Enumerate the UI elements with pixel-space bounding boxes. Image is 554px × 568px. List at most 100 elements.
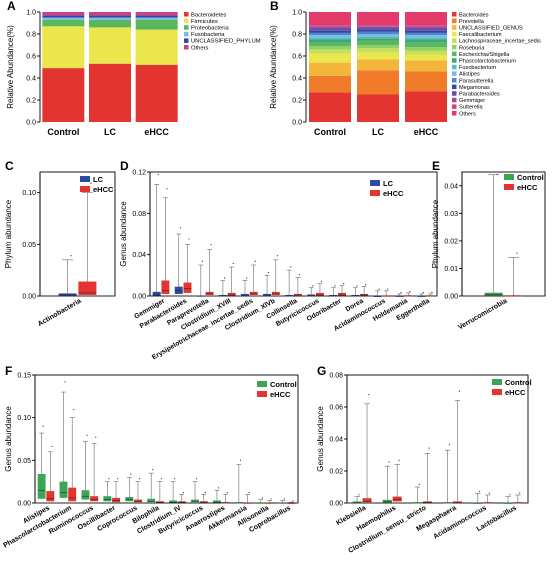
outlier-point [356,285,358,287]
panel-label: D [120,159,129,173]
legend-swatch [257,391,267,397]
box [417,295,426,297]
bar-segment [89,27,131,64]
bar-segment [42,12,85,16]
box [205,291,214,295]
box [503,502,513,504]
legend-swatch [80,186,90,192]
box [373,295,382,297]
panel-label: A [7,0,16,13]
outlier-point [365,284,367,286]
box [352,501,362,503]
outlier-point [51,445,53,448]
x-tick-label: Acidaminococcus [432,505,487,541]
y-tick-label: 0.10 [22,190,36,197]
bar-segment [405,30,447,33]
outlier-point [138,478,141,480]
box [395,295,404,297]
outlier-point [496,173,498,176]
outlier-point [488,492,491,494]
outlier-point [431,291,433,294]
bar-segment [357,59,399,71]
x-tick-label: Actinobacteria [37,298,83,328]
box [287,502,296,504]
legend-label: eHCC [93,185,114,194]
legend-label: Others [191,45,208,51]
y-axis-title: Phylum abundance [4,199,13,268]
box [152,291,161,296]
legend-swatch [452,111,457,116]
legend-label: eHCC [505,388,526,397]
legend-swatch [370,180,380,186]
legend-swatch [452,97,457,103]
box [147,498,156,503]
box [183,282,192,293]
y-tick-label: 0.06 [329,405,343,412]
box [81,490,90,500]
bar-segment [357,36,399,39]
box [161,280,170,294]
outlier-point [182,491,184,494]
bar-segment [42,68,85,122]
y-axis-title: Relative Abundance(%) [6,25,15,109]
legend-swatch [452,91,457,96]
legend-swatch [452,78,457,83]
bar-segment [405,32,447,36]
bar-segment [135,19,178,30]
bar-segment [309,28,351,31]
bar-segment [357,29,399,32]
outlier-point [204,491,206,494]
bar-segment [405,37,447,40]
bar-segment [357,25,399,27]
panel-label: C [5,159,14,173]
legend-swatch [257,381,267,387]
box [271,291,280,295]
bar-segment [405,60,447,72]
x-tick-label: LC [372,127,384,137]
outlier-point [179,227,181,229]
y-tick-label: 0.05 [17,458,31,465]
legend-label: Roseburia [459,45,485,51]
box [484,292,503,296]
bar-segment [309,53,351,63]
legend-label: Bacteroidetes [191,12,227,18]
outlier-point [270,498,272,500]
x-tick-label: Control [314,127,346,137]
outlier-point [239,459,242,461]
bar-segment [135,29,178,65]
y-tick-label: 0.0 [26,120,36,127]
bar-segment [42,26,85,69]
y-axis-title: Relative Abundance(%) [269,25,278,109]
y-tick-label: 0.12 [132,170,146,177]
y-tick-label: 0.08 [132,211,146,218]
outlier-point [254,260,256,262]
box [278,502,287,504]
outlier-point [95,436,97,438]
bar-segment [357,45,399,49]
outlier-point [283,498,285,500]
box [191,499,199,503]
legend-swatch [452,31,457,37]
y-tick-label: 0.03 [444,211,458,218]
y-axis-title: Phylum abundance [431,199,440,268]
bar-segment [89,12,131,16]
box [338,292,346,296]
legend-swatch [184,25,189,30]
outlier-point [86,434,88,436]
bar-segment [357,31,399,34]
bar-segment [357,70,399,95]
legend-label: Parabacteroides [459,92,500,98]
outlier-point [343,283,345,285]
legend-swatch [452,38,457,43]
box [174,286,183,294]
x-tick-label: LC [104,127,116,137]
bar-segment [89,19,131,28]
panel-label: E [432,159,440,173]
outlier-point [292,500,294,502]
outlier-point [232,262,234,265]
box [58,293,77,296]
outlier-point [276,255,278,257]
y-tick-label: 0.01 [444,266,458,273]
legend-label: Control [517,173,544,182]
bar-segment [405,28,447,31]
